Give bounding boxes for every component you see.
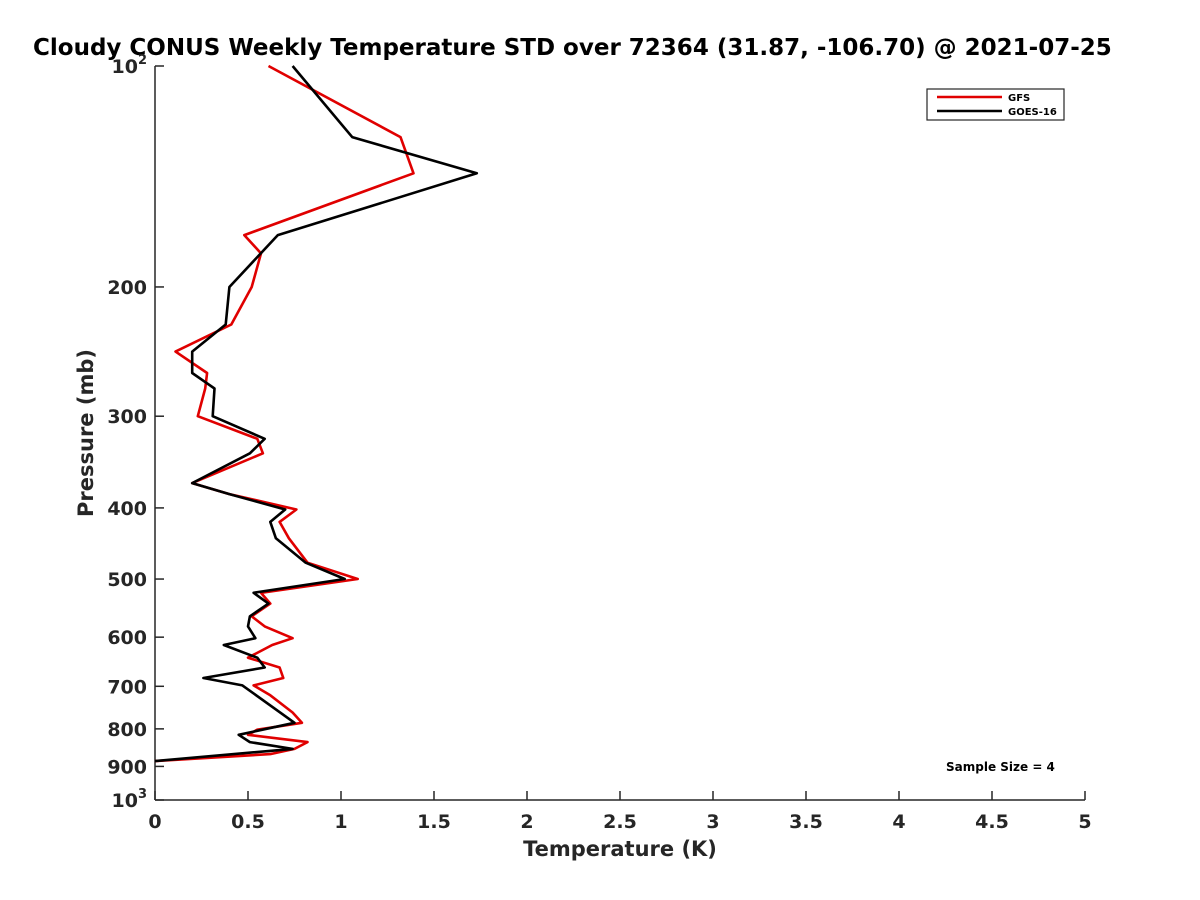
chart-title: Cloudy CONUS Weekly Temperature STD over…: [33, 35, 1112, 61]
x-tick-label: 3.5: [789, 811, 823, 833]
x-tick-label: 2.5: [603, 811, 637, 833]
axes: 0 0.5 1 1.5 2 2.5 3 3.5 4 4.5 5 102 200 300 400 500 600 7…: [107, 53, 1091, 833]
x-tick-label: 0.5: [231, 811, 265, 833]
y-tick-label: 300: [107, 406, 147, 428]
legend: GFS GOES-16: [926, 88, 1065, 121]
x-tick-label: 5: [1078, 811, 1091, 833]
y-tick-label: 800: [107, 719, 147, 741]
series-line-goes-16: [154, 65, 479, 763]
y-tick-label: 102: [112, 53, 148, 78]
x-axis-label: Temperature (K): [523, 837, 717, 861]
x-tick-label: 0: [148, 811, 161, 833]
x-tick-label: 4.5: [975, 811, 1009, 833]
sample-size-annotation: Sample Size = 4: [946, 760, 1055, 774]
x-tick-label: 1.5: [417, 811, 451, 833]
y-tick-label: 900: [107, 756, 147, 778]
y-axis-label: Pressure (mb): [74, 349, 98, 517]
y-tick-label: 700: [107, 676, 147, 698]
x-tick-label: 1: [334, 811, 347, 833]
legend-box: [926, 88, 1065, 121]
legend-label-goes16: GOES-16: [1008, 107, 1057, 118]
x-tick-label: 3: [706, 811, 719, 833]
y-tick-label: 200: [107, 277, 147, 299]
series-layer: [154, 64, 479, 763]
x-tick-label: 4: [892, 811, 905, 833]
y-tick-label: 500: [107, 569, 147, 591]
x-tick-label: 2: [520, 811, 533, 833]
y-tick-label: 103: [112, 787, 148, 812]
y-tick-label: 600: [107, 627, 147, 649]
y-tick-label: 400: [107, 498, 147, 520]
legend-label-gfs: GFS: [1008, 93, 1030, 104]
